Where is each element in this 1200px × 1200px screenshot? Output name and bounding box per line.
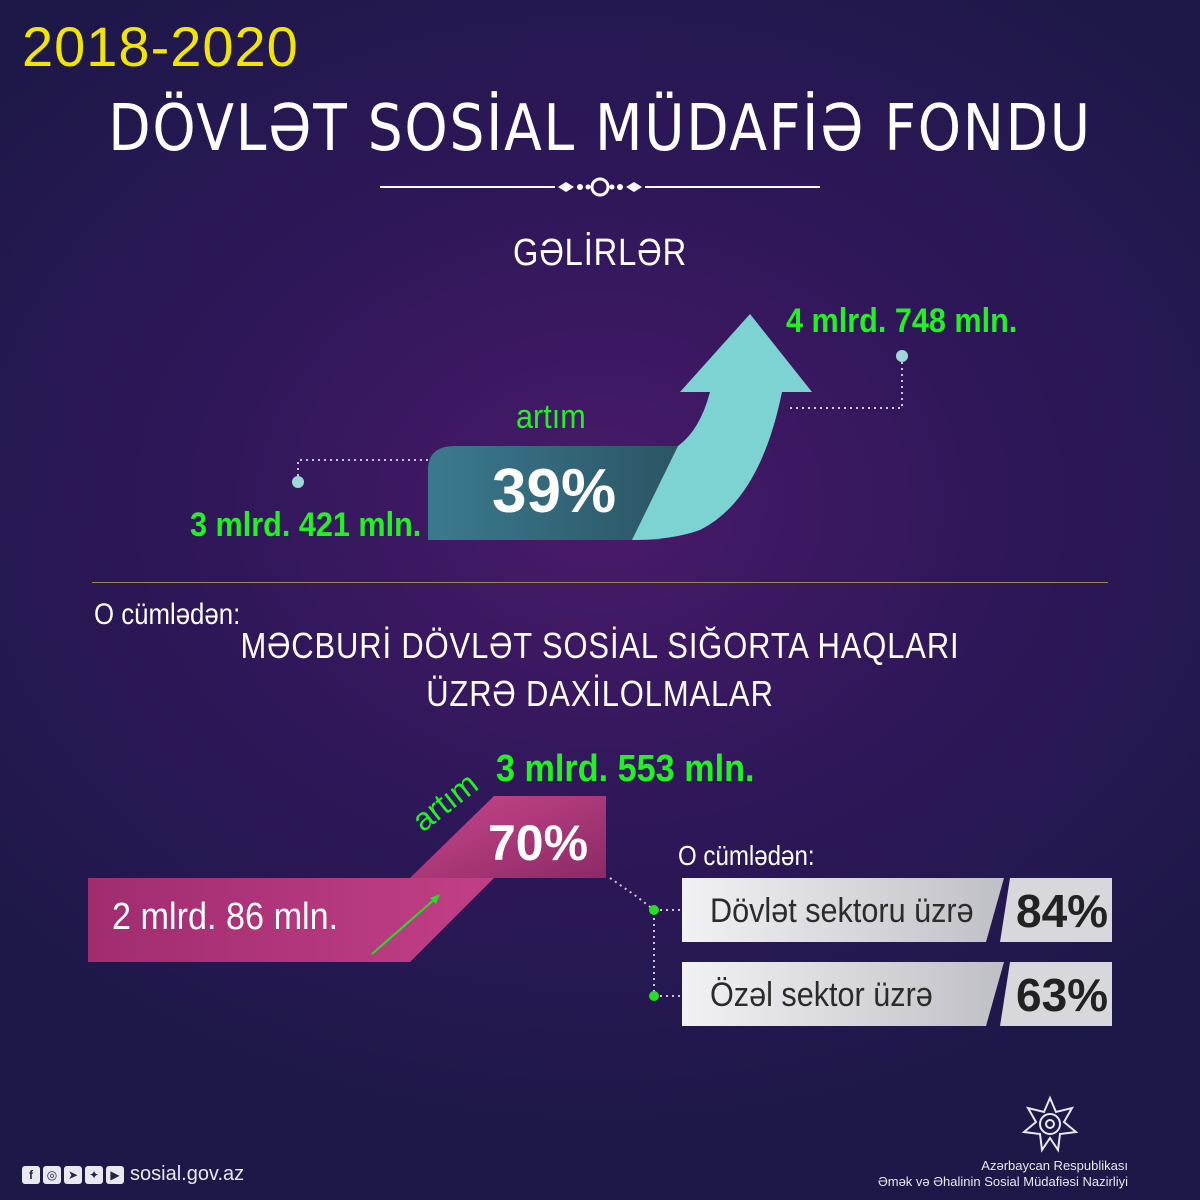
sector-label-private: Özəl sektor üzrə [710,976,933,1014]
income-arrow-graphic [292,314,908,540]
sector-percent-private: 63% [1016,969,1109,1021]
sector-bar-private [682,962,1004,1026]
insurance-start-bar [88,878,494,962]
sector-pct-bg-state [1000,878,1112,942]
insurance-end-value: 3 mlrd. 553 mln. [496,748,755,790]
insurance-title-line1: MƏCBURİ DÖVLƏT SOSİAL SIĞORTA HAQLARI [240,625,960,666]
income-rising-arrow [632,314,812,540]
telegram-icon[interactable]: ➤ [64,1166,82,1184]
social-icons: f ◎ ➤ ✦ ▶ [22,1166,124,1184]
income-start-dot [292,476,304,488]
years-range: 2018-2020 [22,15,299,78]
income-end-value: 4 mlrd. 748 mln. [786,302,1018,340]
sector-dot-state [649,905,659,915]
insurance-title-line2: ÜZRƏ DAXİLOLMALAR [426,673,774,714]
ornament-divider [380,177,820,197]
insurance-title: MƏCBURİ DÖVLƏT SOSİAL SIĞORTA HAQLARI ÜZ… [84,622,1116,718]
insurance-end-block [410,796,606,878]
insurance-start-value: 2 mlrd. 86 mln. [112,896,339,938]
section-separator [92,582,1108,583]
ministry-name: Azərbaycan Respublikası Əmək və Əhalinin… [878,1158,1128,1190]
sector-dot-private [649,991,659,1001]
ministry-line2: Əmək və Əhalinin Sosial Müdafiəsi Nazirl… [877,1174,1128,1189]
insurance-growth-percent: 70% [488,815,589,871]
sector-percent-state: 84% [1016,885,1109,937]
income-growth-label: artım [516,398,586,436]
including-label: O cümlədən: [94,598,241,631]
income-end-dot [896,350,908,362]
page-title: DÖVLƏT SOSİAL MÜDAFİƏ FONDU [108,92,1092,166]
income-start-value: 3 mlrd. 421 mln. [190,506,422,544]
youtube-icon[interactable]: ▶ [106,1166,124,1184]
facebook-icon[interactable]: f [22,1166,40,1184]
sector-label-state: Dövlət sektoru üzrə [710,892,974,930]
ministry-logo-icon [1021,1095,1079,1153]
instagram-icon[interactable]: ◎ [43,1166,61,1184]
ministry-line1: Azərbaycan Respublikası [981,1158,1128,1173]
income-growth-percent: 39% [492,457,617,526]
income-base-shape [428,446,680,540]
sector-bar-state [682,878,1004,942]
insurance-arrow-graphic [88,796,1112,1026]
breakdown-label: O cümlədən: [678,840,815,871]
income-heading: GƏLİRLƏR [512,232,688,274]
twitter-icon[interactable]: ✦ [85,1166,103,1184]
website-link[interactable]: sosial.gov.az [130,1163,245,1185]
sector-pct-bg-private [1000,962,1112,1026]
